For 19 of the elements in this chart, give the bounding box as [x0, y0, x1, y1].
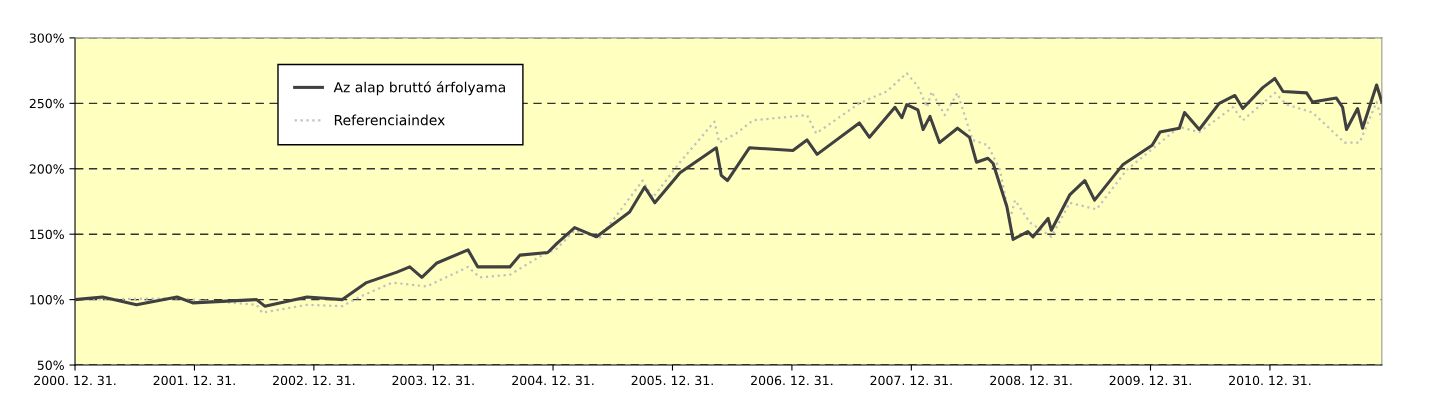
y-tick-label: 300% [29, 33, 64, 43]
x-tick-label: 2001. 12. 31. [153, 375, 235, 386]
x-tick-label: 2009. 12. 31. [1109, 375, 1191, 386]
x-tick-label: 2000. 12. 31. [34, 375, 116, 386]
x-tick-label: 2006. 12. 31. [751, 375, 833, 386]
y-tick-label: 150% [30, 229, 64, 240]
legend-label: Referenciaindex [334, 114, 445, 126]
x-tick-label: 2005. 12. 31. [631, 375, 713, 386]
y-tick-label: 100% [30, 295, 64, 305]
x-tick-label: 2008. 12. 31. [990, 375, 1072, 386]
x-tick-label: 2010. 12. 31. [1229, 375, 1311, 386]
x-tick-label: 2007. 12. 31. [870, 375, 952, 386]
x-tick-label: 2003. 12. 31. [392, 375, 474, 386]
y-tick-label: 50% [37, 360, 64, 370]
y-tick-label: 250% [29, 98, 64, 109]
x-tick-label: 2004. 12. 31. [512, 375, 594, 386]
x-tick-label: 2002. 12. 31. [273, 375, 355, 386]
legend-label: Az alap bruttó árfolyama [333, 81, 505, 96]
y-tick-label: 200% [29, 164, 64, 174]
